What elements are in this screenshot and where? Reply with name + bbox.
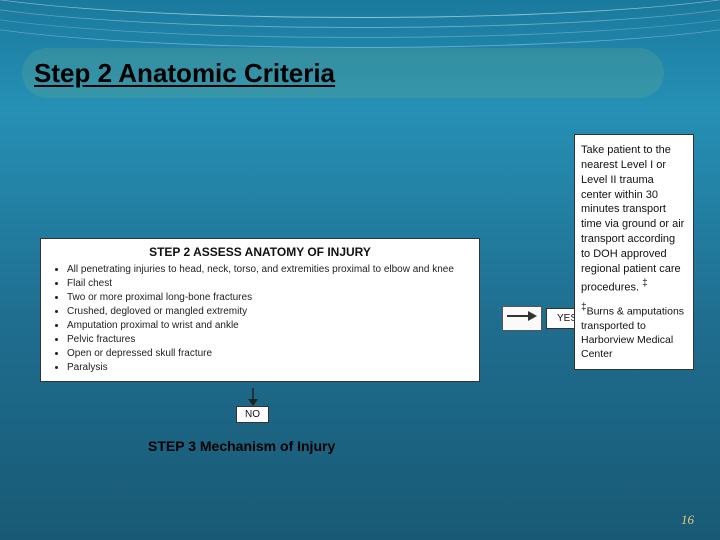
list-item: All penetrating injuries to head, neck, … xyxy=(67,263,469,277)
step3-label: STEP 3 Mechanism of Injury xyxy=(148,438,335,454)
list-item: Two or more proximal long-bone fractures xyxy=(67,291,469,305)
no-box: NO xyxy=(236,406,269,423)
no-flow: NO xyxy=(236,388,269,423)
list-item: Amputation proximal to wrist and ankle xyxy=(67,319,469,333)
step2-header: STEP 2 ASSESS ANATOMY OF INJURY xyxy=(51,245,469,259)
destination-footnote: ‡Burns & amputations transported to Harb… xyxy=(581,301,687,361)
list-item: Paralysis xyxy=(67,361,469,375)
destination-text: Take patient to the nearest Level I or L… xyxy=(581,143,687,295)
list-item: Flail chest xyxy=(67,277,469,291)
list-item: Pelvic fractures xyxy=(67,333,469,347)
arrow-down-icon xyxy=(245,388,261,406)
arrow-right-icon xyxy=(502,306,542,331)
step2-panel: STEP 2 ASSESS ANATOMY OF INJURY All pene… xyxy=(40,238,480,382)
title-bar: Step 2 Anatomic Criteria xyxy=(22,48,664,98)
list-item: Crushed, degloved or mangled extremity xyxy=(67,305,469,319)
slide-title: Step 2 Anatomic Criteria xyxy=(34,58,335,89)
destination-panel: Take patient to the nearest Level I or L… xyxy=(574,134,694,370)
page-number: 16 xyxy=(681,512,694,528)
list-item: Open or depressed skull fracture xyxy=(67,347,469,361)
step2-criteria-list: All penetrating injuries to head, neck, … xyxy=(51,263,469,375)
